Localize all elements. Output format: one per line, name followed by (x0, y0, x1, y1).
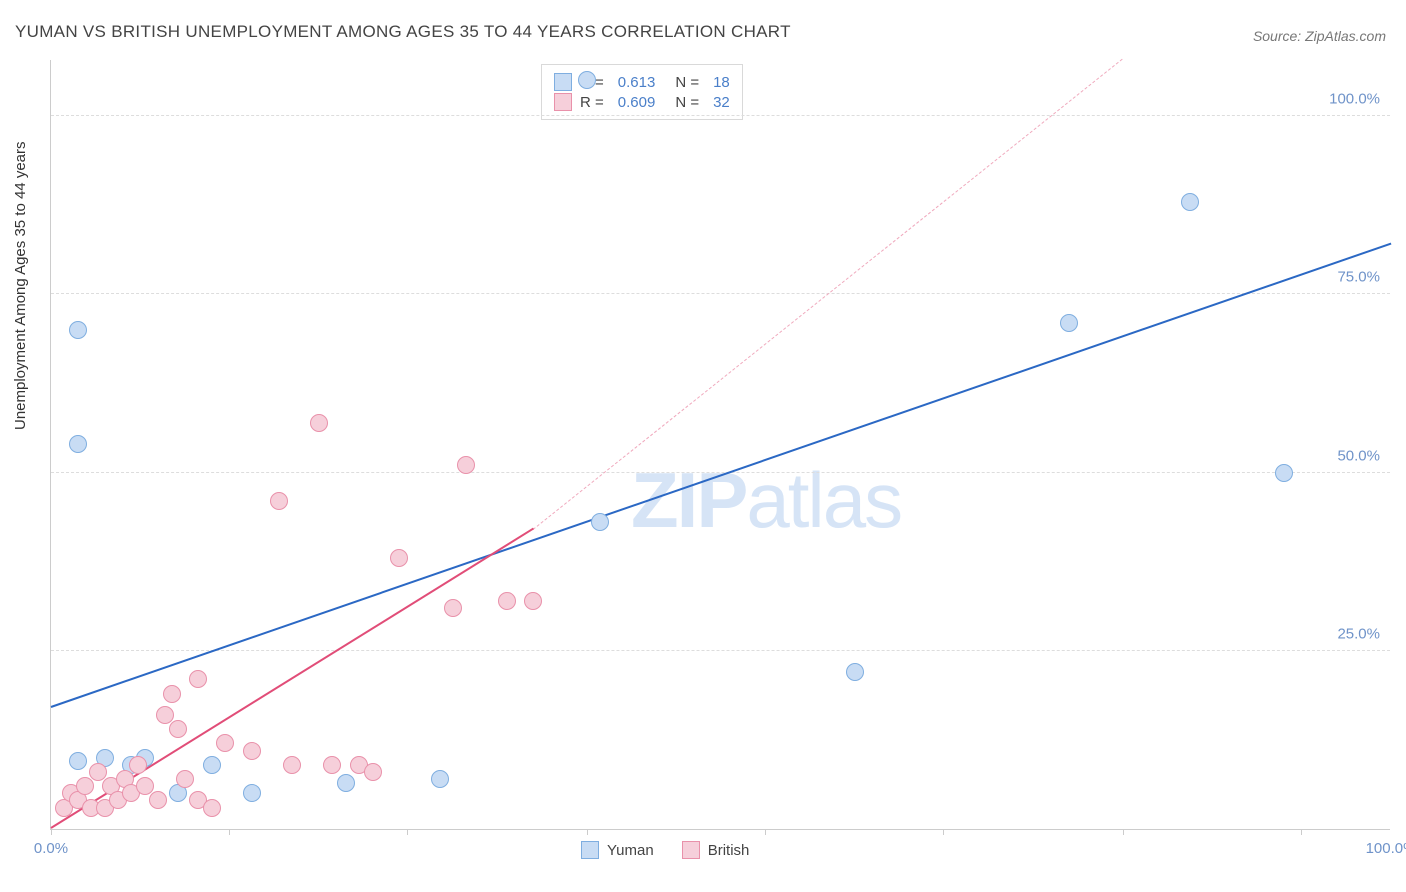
data-point (89, 763, 107, 781)
data-point (76, 777, 94, 795)
x-tick-label: 0.0% (34, 840, 68, 857)
legend-swatch (581, 841, 599, 859)
data-point (390, 549, 408, 567)
trend-line (51, 242, 1392, 707)
y-tick-label: 75.0% (1337, 269, 1380, 286)
data-point (1275, 464, 1293, 482)
gridline (51, 472, 1390, 473)
data-point (149, 791, 167, 809)
legend-swatch (554, 73, 572, 91)
series-legend: Yuman British (581, 841, 749, 859)
data-point (69, 752, 87, 770)
data-point (457, 456, 475, 474)
data-point (69, 435, 87, 453)
data-point (176, 770, 194, 788)
data-point (69, 321, 87, 339)
data-point (216, 734, 234, 752)
data-point (364, 763, 382, 781)
correlation-legend: R = 0.613 N = 18 R = 0.609 N = 32 (541, 64, 743, 120)
legend-r-value: 0.613 (618, 74, 656, 91)
y-tick-label: 50.0% (1337, 447, 1380, 464)
x-tick-mark (1123, 829, 1124, 835)
data-point (1181, 193, 1199, 211)
data-point (498, 592, 516, 610)
x-tick-label: 100.0% (1366, 840, 1406, 857)
x-tick-mark (587, 829, 588, 835)
legend-r-label: R = (580, 94, 604, 111)
data-point (337, 774, 355, 792)
y-tick-label: 100.0% (1329, 91, 1380, 108)
legend-item: Yuman (581, 841, 654, 859)
gridline (51, 293, 1390, 294)
legend-n-label: N = (675, 74, 699, 91)
data-point (283, 756, 301, 774)
watermark: ZIPatlas (631, 455, 901, 546)
data-point (270, 492, 288, 510)
x-tick-mark (765, 829, 766, 835)
data-point (310, 414, 328, 432)
data-point (243, 742, 261, 760)
legend-swatch (554, 93, 572, 111)
data-point (591, 513, 609, 531)
data-point (203, 799, 221, 817)
data-point (578, 71, 596, 89)
x-tick-mark (1301, 829, 1302, 835)
source-label: Source: ZipAtlas.com (1253, 28, 1386, 44)
gridline (51, 115, 1390, 116)
legend-swatch (682, 841, 700, 859)
data-point (129, 756, 147, 774)
y-axis-label: Unemployment Among Ages 35 to 44 years (12, 141, 29, 430)
legend-r-value: 0.609 (618, 94, 656, 111)
data-point (524, 592, 542, 610)
x-tick-mark (943, 829, 944, 835)
data-point (189, 670, 207, 688)
legend-label: Yuman (607, 842, 654, 859)
scatter-chart: ZIPatlas R =0.613N =18R =0.609N =32 Yuma… (50, 60, 1390, 830)
legend-n-value: 32 (713, 94, 730, 111)
data-point (243, 784, 261, 802)
data-point (163, 685, 181, 703)
legend-n-value: 18 (713, 74, 730, 91)
legend-row: R = 0.609 N = 32 (554, 93, 730, 111)
legend-label: British (708, 842, 750, 859)
watermark-light: atlas (746, 456, 901, 544)
x-tick-mark (407, 829, 408, 835)
legend-n-label: N = (675, 94, 699, 111)
legend-item: British (682, 841, 750, 859)
x-tick-mark (229, 829, 230, 835)
chart-title: YUMAN VS BRITISH UNEMPLOYMENT AMONG AGES… (15, 22, 791, 42)
data-point (431, 770, 449, 788)
data-point (136, 777, 154, 795)
data-point (1060, 314, 1078, 332)
y-tick-label: 25.0% (1337, 625, 1380, 642)
data-point (323, 756, 341, 774)
data-point (444, 599, 462, 617)
data-point (846, 663, 864, 681)
data-point (156, 706, 174, 724)
x-tick-mark (51, 829, 52, 835)
gridline (51, 650, 1390, 651)
data-point (203, 756, 221, 774)
data-point (169, 720, 187, 738)
